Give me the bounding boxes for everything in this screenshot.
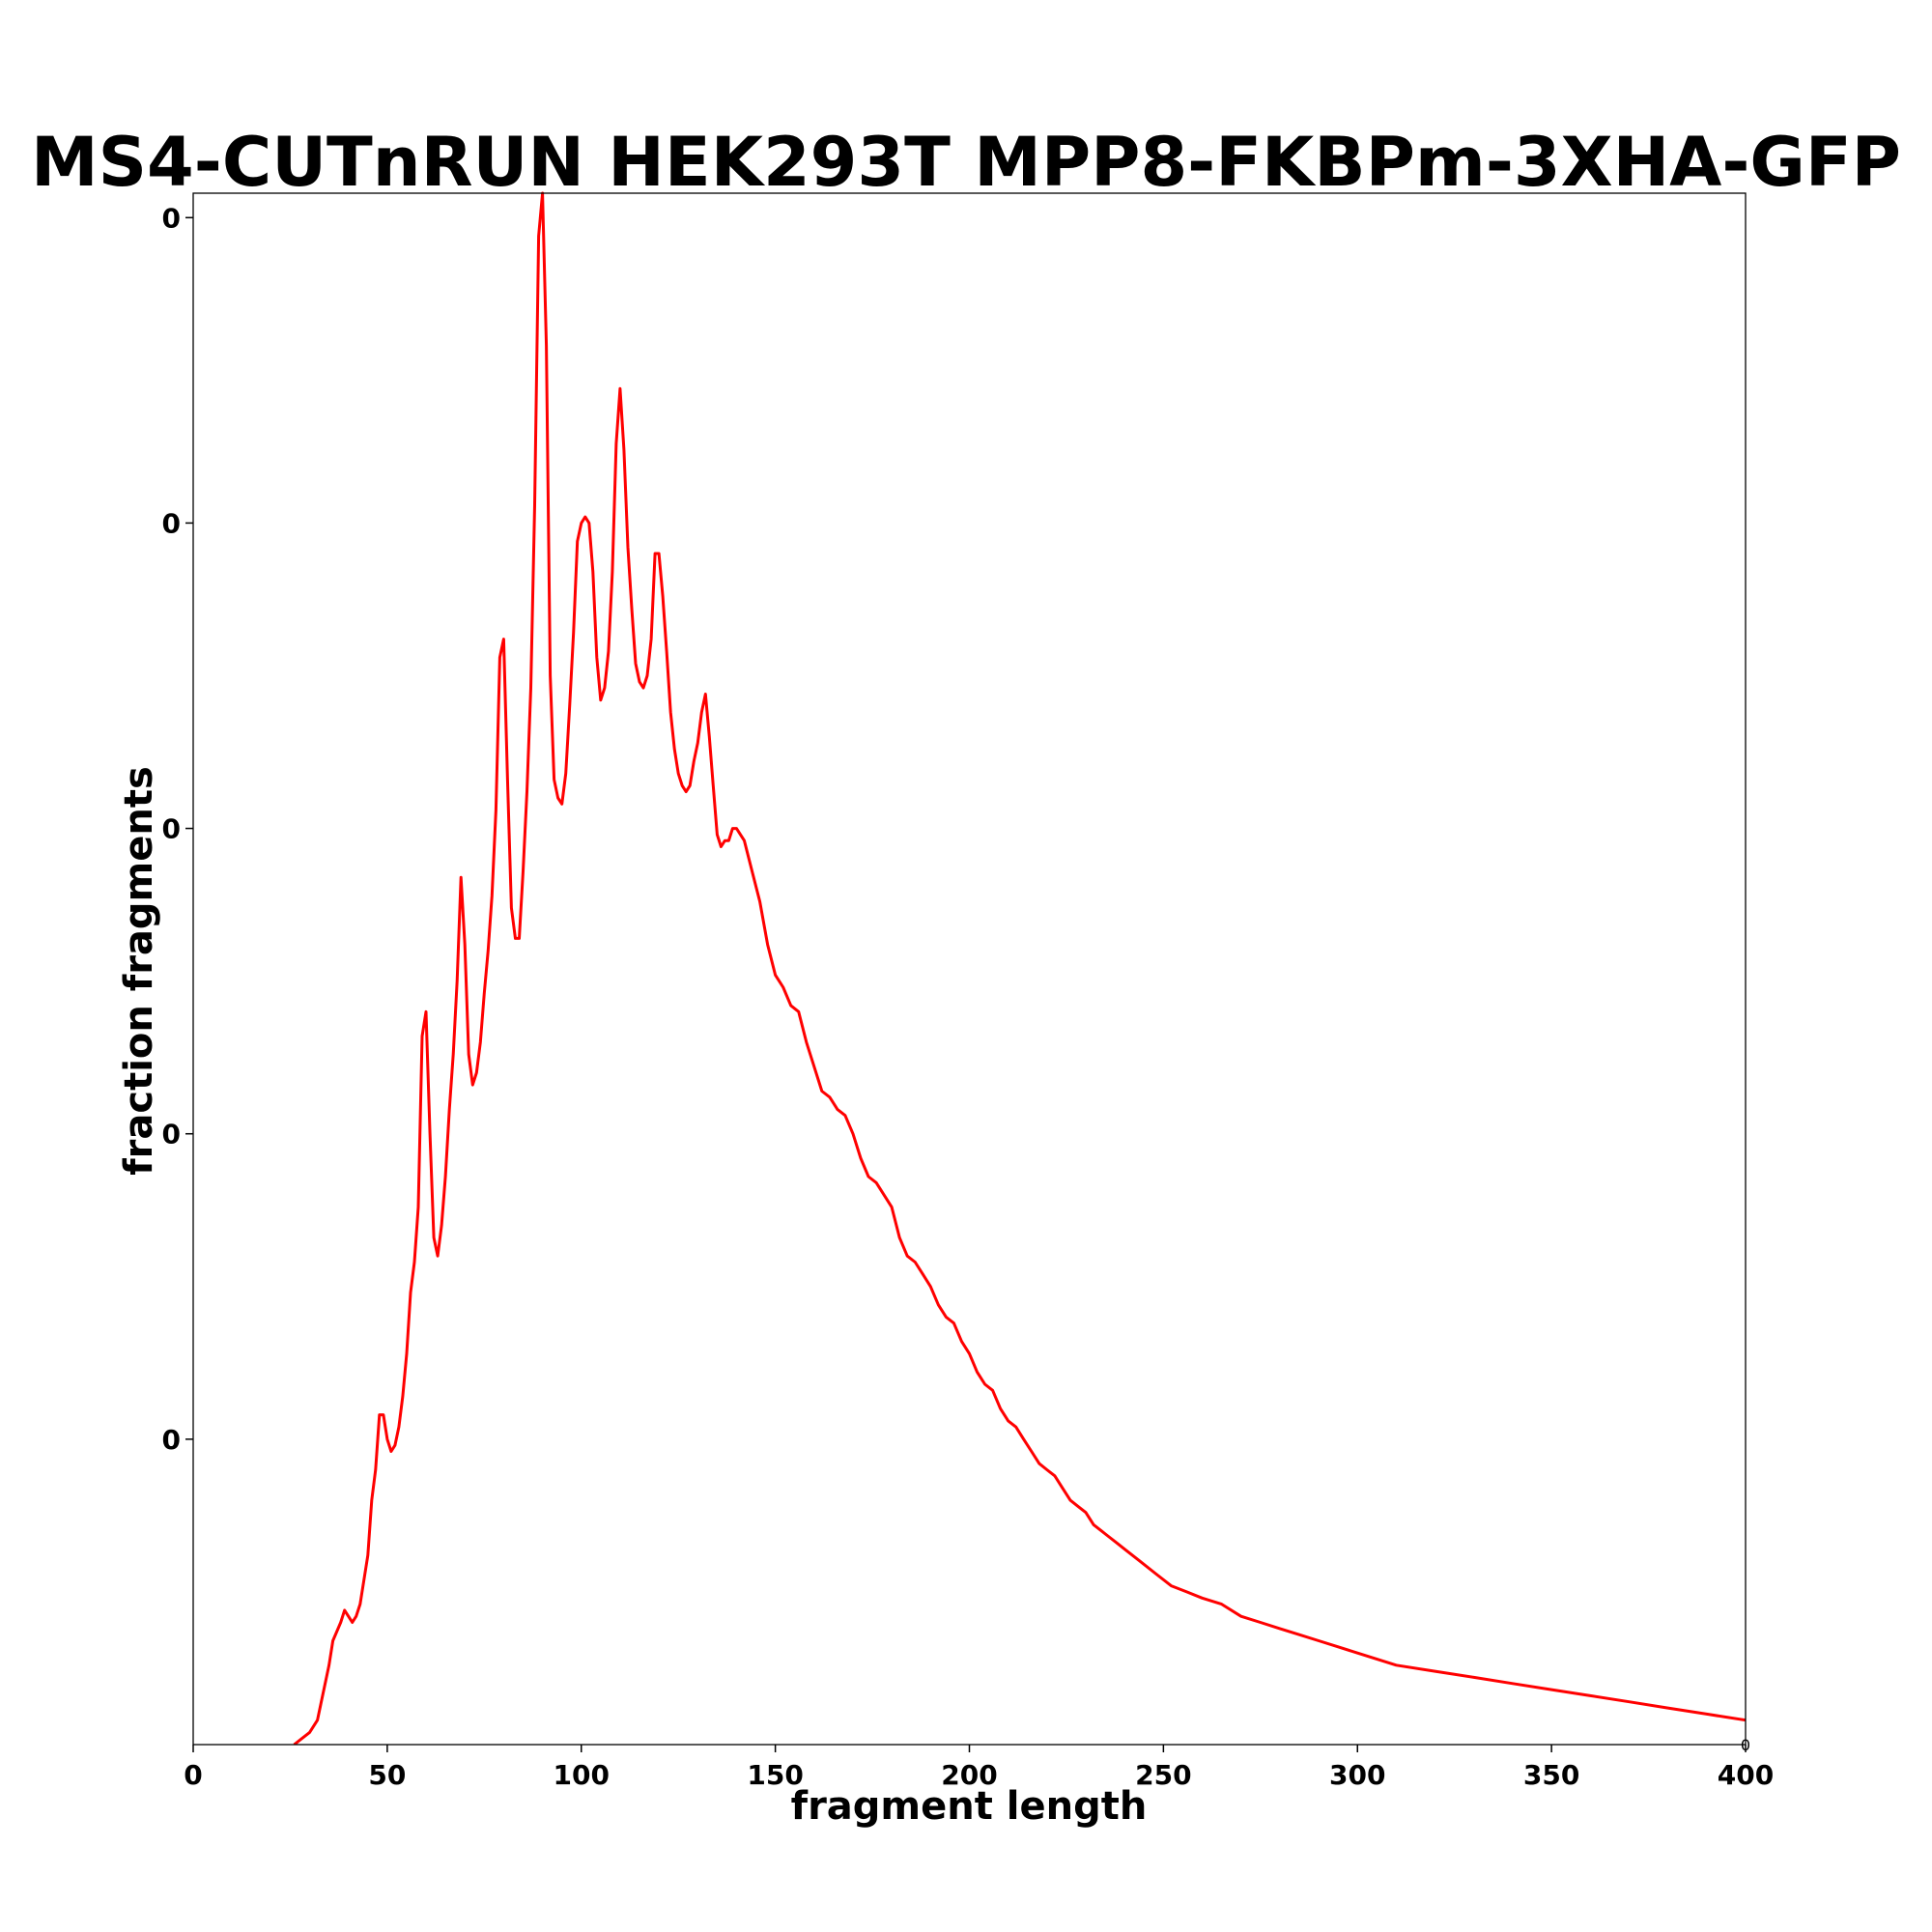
x-tick-label-250: 250 <box>1135 1759 1191 1791</box>
plot-area: 0 50 100 150 200 250 300 350 400 0 0 0 0 0 0 <box>162 191 1774 1791</box>
y-tick-label-0: 0 <box>162 1424 181 1456</box>
corner-tick-label: 0 <box>1741 1736 1750 1754</box>
x-tick-label-0: 0 <box>184 1759 202 1791</box>
x-tick-label-300: 300 <box>1329 1759 1385 1791</box>
y-tick-label-2: 0 <box>162 813 181 845</box>
x-axis-label: fragment length <box>791 1784 1148 1829</box>
x-tick-label-150: 150 <box>747 1759 803 1791</box>
chart-title: MS4-CUTnRUN HEK293T MPP8-FKBPm-3XHA-GFP <box>31 123 1901 202</box>
series-line-0 <box>293 191 1746 1745</box>
plot-frame <box>192 192 1747 1746</box>
x-tick-label-50: 50 <box>368 1759 406 1791</box>
x-tick-label-100: 100 <box>554 1759 610 1791</box>
y-tick-label-4: 0 <box>162 202 181 234</box>
x-tick-label-200: 200 <box>941 1759 997 1791</box>
y-axis-label: fraction fragments <box>117 766 161 1176</box>
x-tick-label-400: 400 <box>1718 1759 1774 1791</box>
y-tick-label-1: 0 <box>162 1119 181 1151</box>
x-tick-label-350: 350 <box>1523 1759 1579 1791</box>
y-tick-label-3: 0 <box>162 507 181 539</box>
